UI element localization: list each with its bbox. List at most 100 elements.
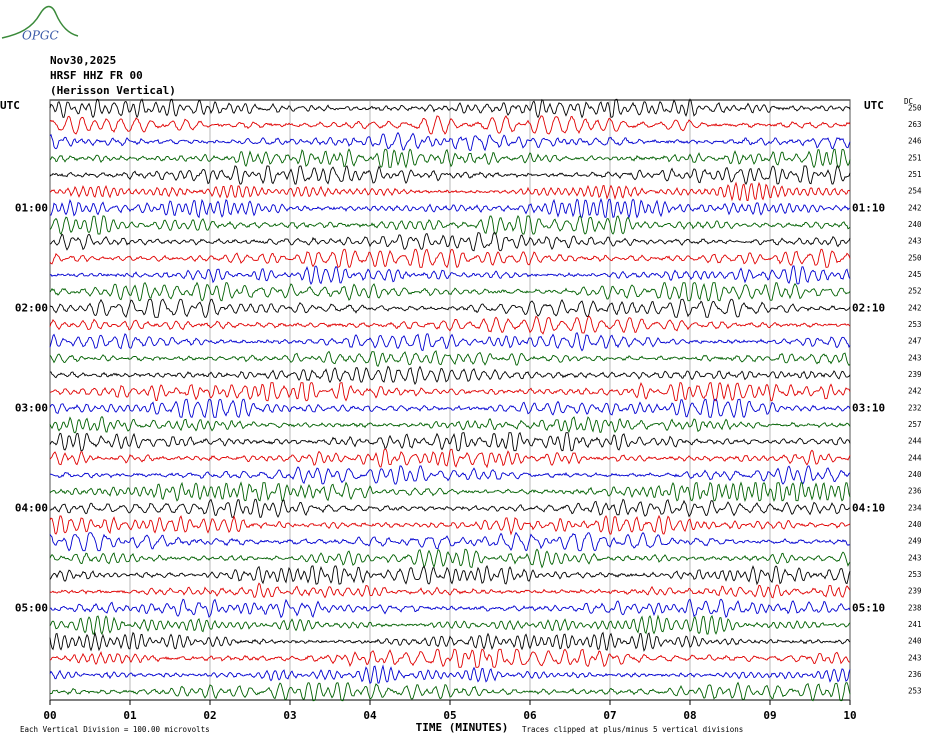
waveform-trace	[49, 465, 851, 485]
dc-value: 240	[908, 520, 922, 529]
right-time-label: 02:10	[852, 301, 885, 314]
waveform-trace	[49, 664, 851, 685]
waveform-trace	[49, 181, 851, 202]
dc-value: 251	[908, 170, 922, 179]
dc-value: 236	[908, 487, 922, 496]
x-tick-label: 03	[283, 709, 296, 722]
dc-value: 240	[908, 470, 922, 479]
left-time-label: 02:00	[15, 301, 48, 314]
x-tick-label: 00	[43, 709, 56, 722]
dc-value: 238	[908, 603, 922, 612]
date: Nov30,2025	[50, 54, 116, 67]
waveform-trace	[49, 398, 851, 419]
logo-curve	[1, 5, 79, 39]
waveform-trace	[49, 381, 851, 402]
dc-value: 232	[908, 403, 922, 412]
dc-value: 242	[908, 303, 922, 312]
waveform-trace	[49, 248, 851, 269]
right-time-label: 01:10	[852, 201, 885, 214]
dc-value: 253	[908, 570, 922, 579]
waveform-trace	[49, 281, 851, 302]
left-header: UTC	[0, 99, 20, 112]
waveform-trace	[49, 448, 851, 469]
x-tick-label: 06	[523, 709, 537, 722]
dc-value: 244	[908, 437, 922, 446]
dc-value: 244	[908, 453, 922, 462]
clip-note: Traces clipped at plus/minus 5 vertical …	[522, 725, 743, 734]
dc-value: 242	[908, 203, 922, 212]
waveform-trace	[49, 481, 851, 503]
x-tick-label: 05	[443, 709, 456, 722]
waveform-trace	[49, 614, 851, 636]
right-time-label: 04:10	[852, 501, 885, 514]
waveform-trace	[49, 232, 851, 252]
waveform-trace	[49, 498, 851, 518]
waveform-trace	[49, 215, 851, 235]
dc-header: DC	[904, 97, 913, 106]
left-time-label: 04:00	[15, 501, 48, 514]
dc-value: 243	[908, 653, 922, 662]
dc-value: 257	[908, 420, 922, 429]
right-time-label: 03:10	[852, 401, 885, 414]
dc-value: 240	[908, 220, 922, 229]
left-time-label: 05:00	[15, 601, 48, 614]
x-tick-label: 01	[123, 709, 137, 722]
dc-value: 234	[908, 503, 922, 512]
dc-value: 239	[908, 587, 922, 596]
waveform-trace	[49, 415, 851, 434]
dc-value: 250	[908, 253, 922, 262]
x-tick-label: 10	[843, 709, 856, 722]
left-time-label: 03:00	[15, 401, 48, 414]
station: HRSF HHZ FR 00	[50, 69, 143, 82]
x-tick-label: 07	[603, 709, 616, 722]
waveform-trace	[49, 350, 851, 368]
waveform-trace	[49, 298, 851, 318]
station-name: (Herisson Vertical)	[50, 84, 176, 97]
right-header: UTC	[864, 99, 884, 112]
dc-value: 246	[908, 137, 922, 146]
logo-text: OPGC	[22, 29, 59, 43]
left-time-label: 01:00	[15, 201, 48, 214]
waveform-trace	[49, 531, 851, 552]
waveform-trace	[49, 148, 851, 169]
x-tick-label: 04	[363, 709, 377, 722]
dc-value: 254	[908, 187, 922, 196]
waveform-trace	[49, 548, 851, 569]
dc-value: 249	[908, 537, 922, 546]
dc-value: 253	[908, 320, 922, 329]
waveform-trace	[49, 681, 851, 702]
dc-value: 242	[908, 387, 922, 396]
dc-value: 263	[908, 120, 922, 129]
waveform-trace	[49, 631, 851, 652]
dc-value: 252	[908, 287, 922, 296]
waveform-trace	[49, 165, 851, 185]
scale-note: Each Vertical Division = 100.00 microvol…	[20, 725, 210, 734]
waveform-trace	[49, 131, 851, 152]
waveform-trace	[49, 598, 851, 619]
dc-value: 247	[908, 337, 922, 346]
waveform-trace	[49, 431, 851, 452]
waveform-trace	[49, 648, 851, 668]
dc-value: 245	[908, 270, 922, 279]
dc-value: 243	[908, 353, 922, 362]
waveform-trace	[49, 265, 851, 286]
dc-value: 250	[908, 103, 922, 112]
dc-value: 243	[908, 553, 922, 562]
waveform-trace	[49, 98, 851, 119]
waveform-trace	[49, 514, 851, 536]
dc-value: 240	[908, 637, 922, 646]
dc-value: 243	[908, 237, 922, 246]
waveform-trace	[49, 197, 850, 219]
logo: OPGC	[1, 5, 79, 43]
waveform-trace	[50, 365, 851, 385]
dc-value: 239	[908, 370, 922, 379]
waveform-trace	[49, 115, 851, 135]
right-time-label: 05:10	[852, 601, 885, 614]
waveform-trace	[49, 564, 851, 586]
dc-value: 241	[908, 620, 922, 629]
dc-value: 251	[908, 153, 922, 162]
x-tick-label: 08	[683, 709, 696, 722]
waveform-trace	[49, 315, 851, 335]
